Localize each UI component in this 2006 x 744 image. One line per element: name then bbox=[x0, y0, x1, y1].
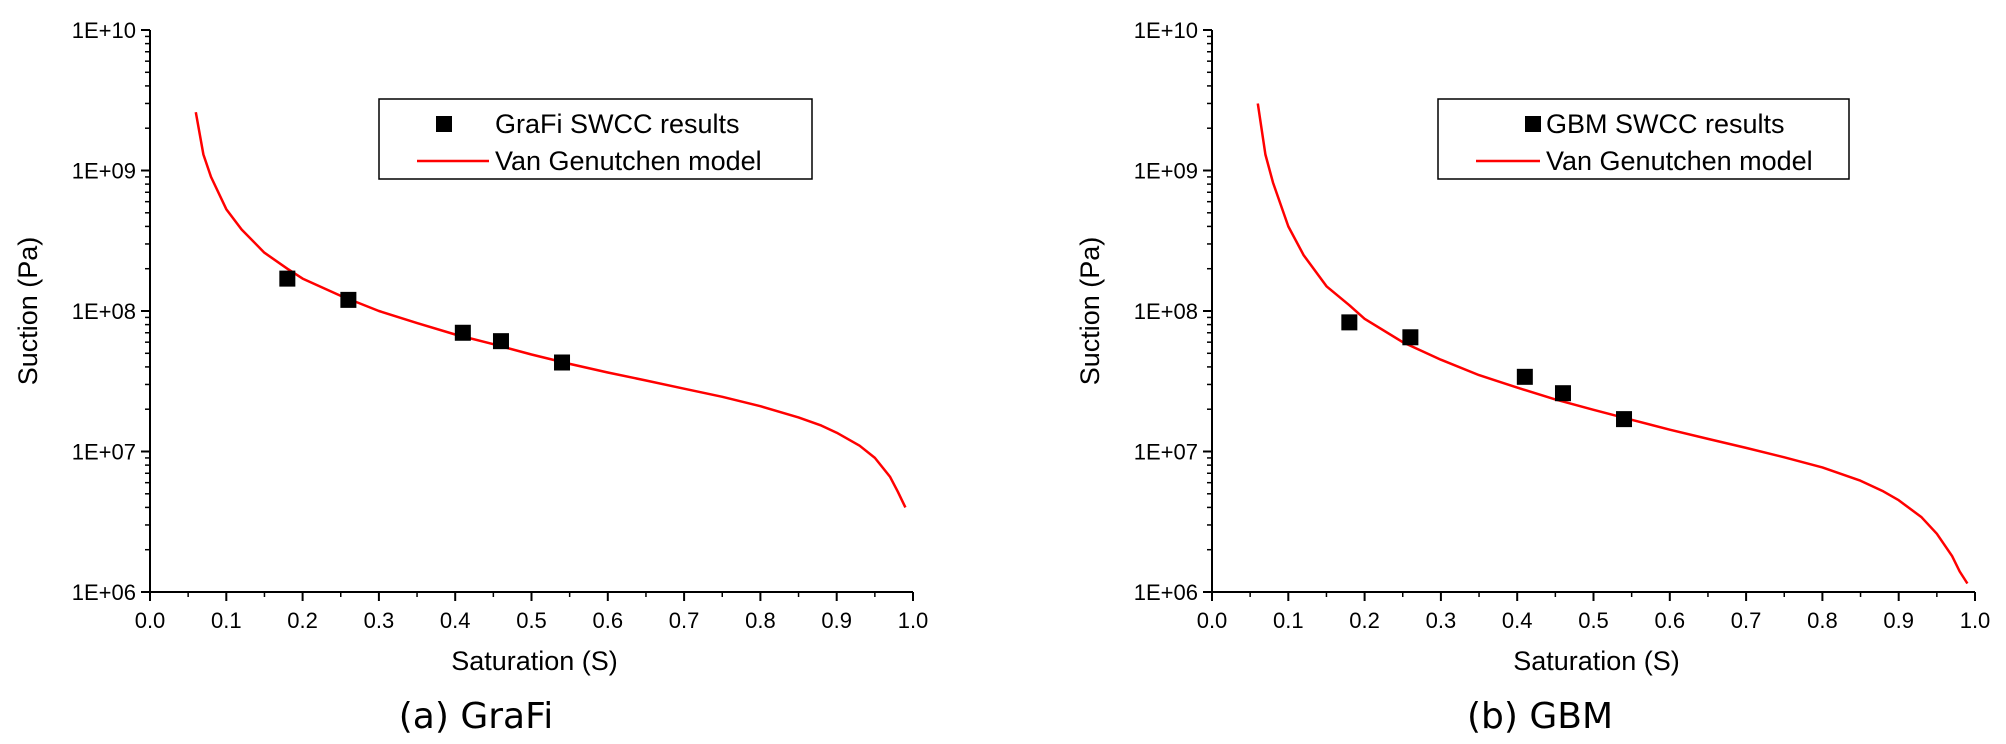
y-axis-title: Suction (Pa) bbox=[13, 237, 43, 386]
panel-gbm: 0.0 0.1 0.2 0.3 0.4 0.5 0.6 0.7 0.8 0.9 1.0 1E+06 1E… bbox=[1075, 18, 1990, 737]
x-tick-label: 0.3 bbox=[1426, 608, 1457, 633]
model-curve bbox=[1256, 103, 1969, 585]
y-axis-title: Suction (Pa) bbox=[1075, 237, 1105, 386]
legend-box bbox=[378, 98, 813, 180]
x-axis-title: Saturation (S) bbox=[451, 646, 618, 676]
x-axis-title: Saturation (S) bbox=[1513, 646, 1680, 676]
y-tick-label: 1E+08 bbox=[1134, 299, 1198, 324]
x-tick-label: 0.7 bbox=[1731, 608, 1762, 633]
x-tick-label: 0.7 bbox=[669, 608, 700, 633]
y-tick-label: 1E+10 bbox=[72, 18, 136, 43]
y-tick-label: 1E+06 bbox=[72, 580, 136, 605]
data-point bbox=[492, 333, 509, 350]
x-tick-label: 0.5 bbox=[516, 608, 547, 633]
panel-caption: (a) GraFi bbox=[399, 696, 553, 737]
x-tick-label: 0.9 bbox=[821, 608, 852, 633]
panel-grafi: 0.0 0.1 0.2 0.3 0.4 0.5 0.6 0.7 0.8 0.9 1.0 1E+06 1E… bbox=[13, 18, 928, 737]
legend-marker-square bbox=[1525, 116, 1541, 132]
x-tick-label: 0.1 bbox=[1273, 608, 1304, 633]
legend-label-results: GraFi SWCC results bbox=[495, 109, 740, 139]
legend-label-model: Van Genutchen model bbox=[1546, 146, 1813, 176]
data-point bbox=[279, 270, 296, 287]
y-tick-label: 1E+07 bbox=[72, 440, 136, 465]
y-tick-label: 1E+07 bbox=[1134, 440, 1198, 465]
x-tick-label: 0.3 bbox=[364, 608, 395, 633]
x-tick-label: 0.4 bbox=[1502, 608, 1533, 633]
x-tick-label: 0.5 bbox=[1578, 608, 1609, 633]
x-tick-label: 0.0 bbox=[1197, 608, 1228, 633]
y-tick-label: 1E+06 bbox=[1134, 580, 1198, 605]
data-point bbox=[454, 324, 471, 341]
x-tick-label: 0.0 bbox=[135, 608, 166, 633]
y-tick-label: 1E+08 bbox=[72, 299, 136, 324]
x-tick-label: 0.6 bbox=[1655, 608, 1686, 633]
x-tick-label: 0.8 bbox=[745, 608, 776, 633]
x-tick-label: 0.8 bbox=[1807, 608, 1838, 633]
x-tick-label: 1.0 bbox=[1960, 608, 1991, 633]
y-tick-label: 1E+09 bbox=[72, 159, 136, 184]
x-tick-label: 0.4 bbox=[440, 608, 471, 633]
x-tick-label: 0.6 bbox=[593, 608, 624, 633]
panel-caption: (b) GBM bbox=[1467, 696, 1613, 737]
data-point bbox=[1554, 385, 1571, 402]
data-point bbox=[340, 291, 357, 308]
data-point bbox=[1516, 368, 1533, 385]
legend-label-model: Van Genutchen model bbox=[495, 146, 762, 176]
y-tick-label: 1E+10 bbox=[1134, 18, 1198, 43]
y-tick-label: 1E+09 bbox=[1134, 159, 1198, 184]
legend-box bbox=[1437, 98, 1850, 180]
data-point bbox=[554, 354, 571, 371]
model-curve bbox=[194, 111, 907, 508]
data-point bbox=[1341, 314, 1358, 331]
legend-label-results: GBM SWCC results bbox=[1546, 109, 1785, 139]
data-point bbox=[1616, 411, 1633, 428]
x-tick-label: 1.0 bbox=[898, 608, 929, 633]
x-tick-label: 0.9 bbox=[1883, 608, 1914, 633]
x-tick-label: 0.1 bbox=[211, 608, 242, 633]
x-tick-label: 0.2 bbox=[287, 608, 318, 633]
legend-marker-square bbox=[436, 116, 452, 132]
x-tick-label: 0.2 bbox=[1349, 608, 1380, 633]
data-point bbox=[1402, 329, 1419, 346]
